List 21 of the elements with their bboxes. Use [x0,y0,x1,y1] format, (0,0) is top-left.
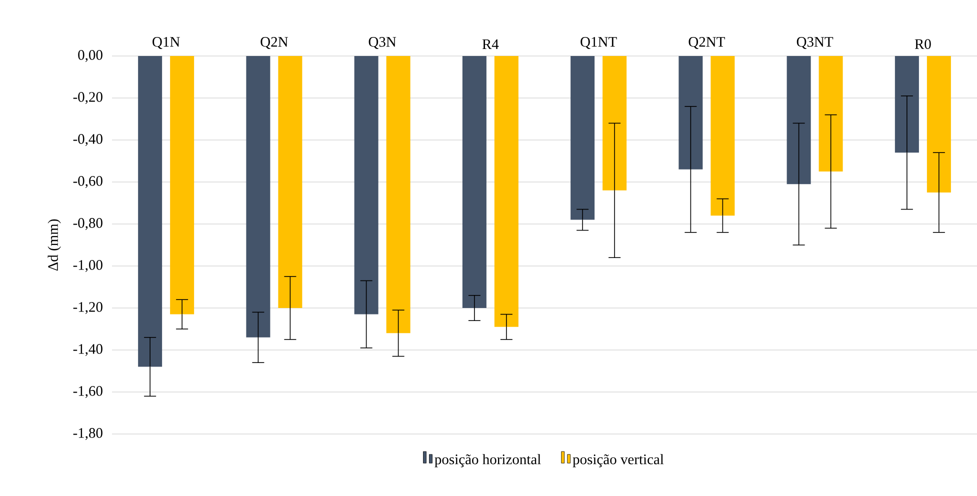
y-tick-label: -0,40 [73,134,102,146]
x-tick-label: Q3N [368,37,396,49]
x-tick-label: Q2NT [688,37,725,49]
x-tick-label: Q1NT [580,37,617,49]
x-tick-label: Q1N [152,37,180,49]
x-tick-label: Q3NT [796,37,834,49]
y-tick-label: -1,80 [73,428,102,440]
y-tick-label: -0,60 [73,176,102,188]
legend-label: posição horizontal [434,454,541,468]
x-tick-label: R0 [914,39,931,49]
y-axis-title: Δd (mm) [48,219,61,271]
legend-label: posição vertical [572,454,664,468]
x-tick-label: R4 [482,39,499,49]
y-tick-label: -0,80 [73,218,102,230]
y-tick-label: -1,20 [73,302,102,314]
y-tick-label: -1,40 [73,344,102,356]
y-tick-label: -1,00 [73,260,102,272]
x-tick-label: Q2N [260,37,288,49]
y-tick-label: 0,00 [78,50,102,62]
y-tick-label: -0,20 [73,92,102,104]
y-tick-label: -1,60 [73,386,102,398]
